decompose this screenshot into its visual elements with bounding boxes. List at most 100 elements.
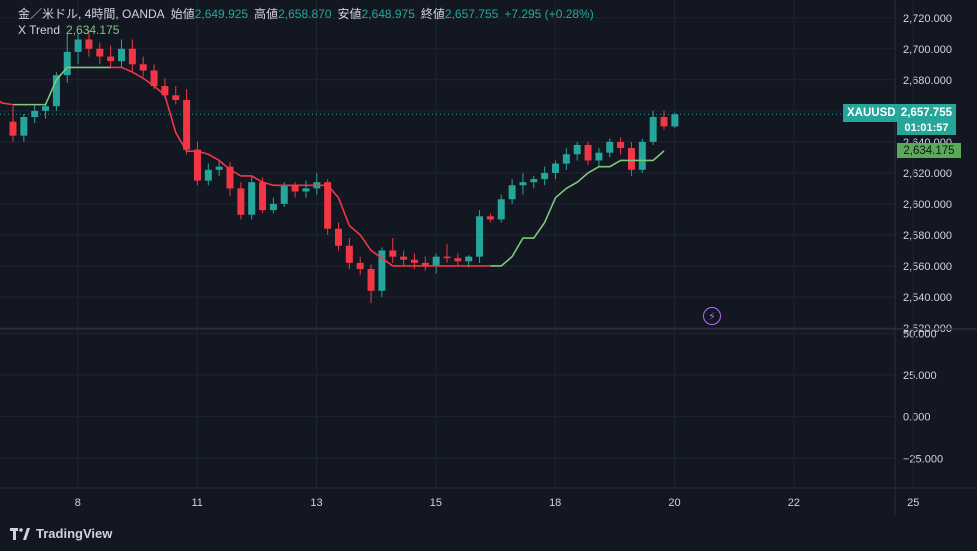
tradingview-branding[interactable]: TradingView [10, 526, 112, 541]
candle-body [9, 121, 17, 136]
price-tick-label: 2,580.000 [903, 230, 952, 242]
price-tick-label: 2,600.000 [903, 199, 952, 211]
indicator-tick-label: −25.000 [903, 453, 943, 465]
candle-body [584, 144, 592, 161]
low-label: 安値 [337, 7, 362, 21]
candle-body [204, 169, 212, 181]
x-trend-line [13, 66, 111, 106]
trend-value-tag: 2,634.175 [897, 143, 961, 158]
candle-body [161, 86, 169, 96]
candle-body [562, 154, 570, 164]
candle-body [259, 182, 267, 211]
x-trend-line [490, 150, 665, 267]
candle-body [454, 258, 462, 262]
indicator-name[interactable]: X Trend [18, 23, 61, 37]
candle-body [193, 149, 201, 181]
candle-body [335, 228, 342, 246]
price-tick-label: 2,720.000 [903, 13, 952, 25]
candle-body [31, 110, 39, 118]
candle-body [530, 179, 538, 183]
candle-body [552, 163, 559, 173]
candle-body [183, 99, 191, 150]
candle-body [476, 216, 484, 257]
candle-body [508, 185, 516, 200]
candle-body [280, 185, 288, 204]
legend-indicator-row: X Trend 2,634.175 [18, 22, 594, 38]
candle-body [302, 188, 310, 192]
candle-body [150, 70, 158, 87]
candle-body [671, 114, 679, 127]
time-tick-label: 13 [310, 497, 322, 509]
candle-body [595, 152, 603, 161]
indicator-tick-label: 0.000 [903, 412, 931, 424]
candle-body [237, 188, 245, 215]
candle-body [74, 39, 82, 52]
close-label: 終値 [420, 7, 445, 21]
candle-body [248, 182, 256, 215]
candle-body [226, 166, 234, 189]
candle-body [269, 203, 277, 211]
high-label: 高値 [254, 7, 279, 21]
time-tick-label: 8 [75, 497, 81, 509]
symbol-label[interactable]: 金／米ドル, 4時間, OANDA [18, 7, 165, 21]
lightning-icon[interactable]: ⚡ [703, 307, 721, 325]
candle-body [497, 199, 505, 220]
time-tick-label: 15 [430, 497, 442, 509]
time-tick-label: 11 [191, 497, 202, 509]
candle-body [172, 95, 180, 100]
legend-ohlc-row: 金／米ドル, 4時間, OANDA 始値2,649.925 高値2,658.87… [18, 6, 594, 22]
candle-body [324, 182, 332, 229]
open-value: 2,649.925 [194, 7, 249, 21]
price-tick-label: 2,700.000 [903, 44, 952, 56]
candle-body [421, 262, 429, 266]
low-value: 2,648.975 [361, 7, 415, 21]
candle-body [118, 48, 125, 62]
change-value: +7.295 (+0.28%) [504, 7, 594, 21]
indicator-tick-label: 50.000 [903, 328, 937, 340]
candle-body [20, 117, 28, 136]
x-trend-line [0, 100, 14, 106]
candle-body [85, 39, 93, 49]
chart-legend: 金／米ドル, 4時間, OANDA 始値2,649.925 高値2,658.87… [18, 6, 594, 38]
indicator-tick-label: 25.000 [903, 370, 937, 382]
candle-body [443, 256, 451, 259]
price-tick-label: 2,560.000 [903, 261, 952, 273]
candle-body [400, 256, 408, 260]
candle-body [96, 48, 104, 57]
high-value: 2,658.870 [278, 7, 332, 21]
candle-body [42, 106, 50, 111]
price-tick-label: 2,540.000 [903, 292, 952, 304]
indicator-value: 2,634.175 [66, 23, 120, 37]
candle-body [215, 166, 223, 170]
candle-body [345, 245, 353, 263]
candle-body [465, 256, 473, 262]
candle-body [573, 144, 581, 155]
candle-body [432, 256, 440, 266]
candle-body [627, 148, 635, 170]
price-tick-label: 2,680.000 [903, 75, 952, 87]
time-tick-label: 18 [549, 497, 561, 509]
candle-body [617, 141, 625, 149]
price-tag-symbol: XAUUSD [847, 107, 896, 119]
candle-body [139, 64, 147, 71]
candle-body [519, 182, 527, 186]
x-trend-line [110, 66, 394, 267]
tradingview-logo-icon [10, 527, 30, 540]
candle-body [378, 250, 386, 291]
candle-body [649, 117, 657, 142]
candle-body [107, 56, 115, 62]
candle-body [389, 250, 397, 257]
close-value: 2,657.755 [444, 7, 499, 21]
candle-body [52, 75, 60, 107]
candle-body [541, 172, 549, 180]
time-tick-label: 25 [907, 497, 919, 509]
candle-body [410, 259, 418, 263]
candle-body [128, 48, 136, 65]
candle-body [660, 117, 668, 127]
open-label: 始値 [170, 7, 195, 21]
candle-body [638, 141, 646, 170]
candle-body [291, 185, 299, 192]
